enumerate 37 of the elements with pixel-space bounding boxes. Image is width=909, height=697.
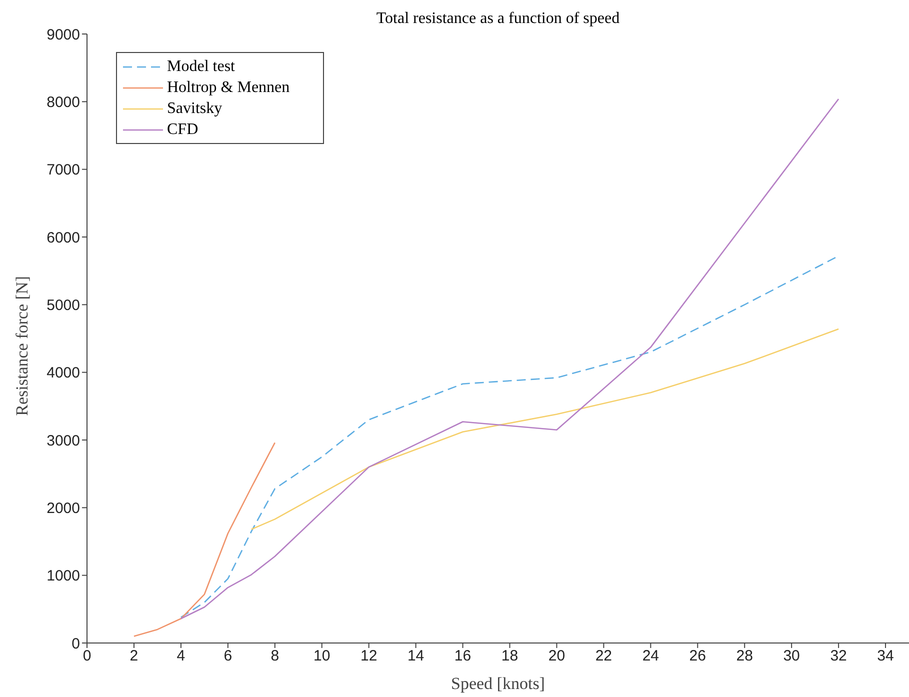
x-tick-label: 2	[130, 648, 138, 665]
x-tick-label: 22	[595, 648, 612, 665]
chart-title: Total resistance as a function of speed	[376, 10, 620, 27]
y-tick-label: 4000	[46, 364, 80, 382]
y-tick-label: 2000	[46, 500, 80, 517]
x-tick-label: 18	[501, 648, 518, 665]
x-axis-title: Speed [knots]	[451, 674, 545, 693]
line-series	[250, 328, 840, 530]
x-tick-label: 32	[830, 648, 847, 665]
y-tick-label: 7000	[46, 162, 80, 179]
x-tick-label: 16	[454, 648, 472, 665]
x-tick-label: 12	[360, 648, 378, 665]
legend-label: Savitsky	[167, 99, 222, 119]
y-tick-label: 3000	[46, 432, 80, 450]
y-tick-label: 0	[72, 635, 80, 652]
y-tick-label: 5000	[46, 296, 80, 314]
legend-label: CFD	[167, 120, 198, 140]
line-series	[133, 442, 276, 637]
legend-label: Model test	[167, 57, 235, 77]
x-tick-label: 4	[176, 648, 186, 665]
y-tick-label: 8000	[46, 94, 80, 111]
x-tick-label: 34	[877, 648, 894, 665]
x-tick-label: 8	[270, 648, 280, 665]
x-tick-label: 28	[736, 648, 753, 665]
x-tick-label: 6	[224, 648, 232, 665]
y-tick-label: 6000	[46, 229, 80, 246]
x-tick-label: 0	[82, 648, 92, 665]
x-tick-label: 10	[314, 648, 330, 665]
y-axis-title: Resistance force [N]	[12, 276, 32, 416]
x-tick-label: 24	[642, 648, 659, 665]
x-tick-label: 26	[689, 648, 706, 665]
y-tick-label: 1000	[46, 568, 80, 585]
x-tick-label: 20	[548, 648, 566, 665]
x-tick-label: 14	[407, 648, 424, 665]
y-tick-label: 9000	[46, 26, 80, 44]
x-tick-label: 30	[783, 648, 800, 665]
legend-label: Holtrop & Mennen	[167, 78, 290, 98]
